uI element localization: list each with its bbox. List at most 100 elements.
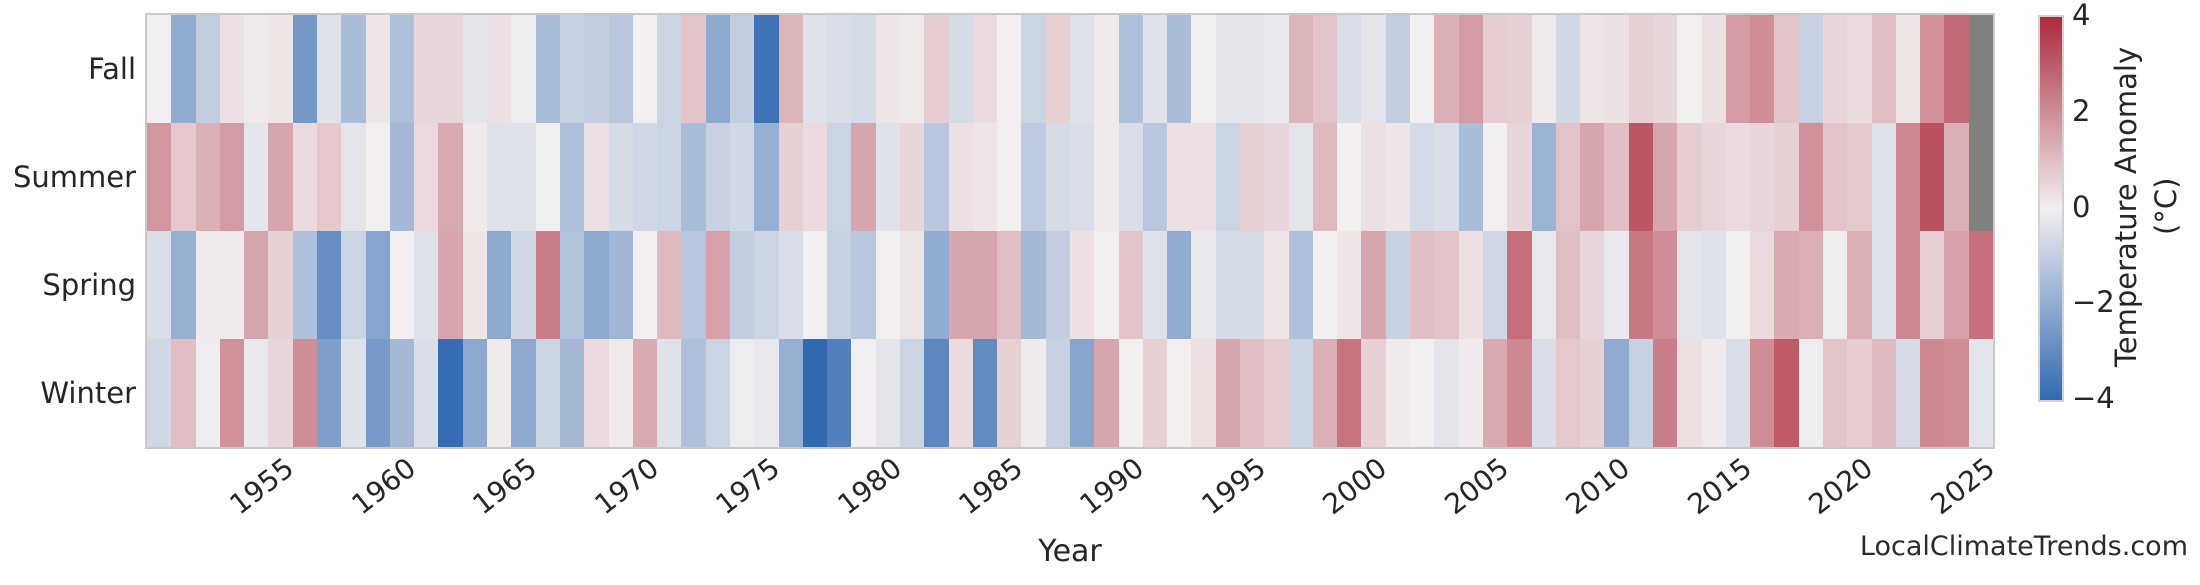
heatmap-cell (584, 231, 609, 339)
heatmap-cell (1361, 123, 1386, 231)
heatmap-cell (1531, 339, 1556, 447)
heatmap-cell (219, 123, 245, 231)
heatmap-cell (802, 231, 828, 339)
heatmap-cell (851, 123, 876, 231)
heatmap-cell (195, 231, 220, 339)
heatmap-cell (268, 231, 293, 339)
heatmap-cell (1774, 339, 1799, 447)
heatmap-cell (1337, 231, 1362, 339)
heatmap-cell (147, 231, 172, 339)
heatmap-cell (1531, 231, 1556, 339)
heatmap-cell (1604, 339, 1629, 447)
heatmap-cell (1167, 123, 1192, 231)
heatmap-cell (1434, 339, 1459, 447)
heatmap-cell (1215, 339, 1241, 447)
heatmap-cell (1240, 339, 1265, 447)
heatmap-cell (1895, 123, 1921, 231)
heatmap-cell (147, 339, 172, 447)
heatmap-cell (317, 15, 342, 123)
heatmap-cell (1482, 339, 1508, 447)
heatmap-cell (1507, 123, 1532, 231)
heatmap-cell (219, 339, 245, 447)
heatmap-cell (462, 15, 488, 123)
heatmap-cell (1555, 231, 1581, 339)
heatmap-cell (1240, 123, 1265, 231)
heatmap-cell (1628, 231, 1653, 339)
heatmap-cell (827, 231, 852, 339)
heatmap-cell (511, 15, 536, 123)
heatmap-cell (438, 123, 463, 231)
x-axis-tick-label: 2005 (1438, 451, 1515, 522)
heatmap-cell (827, 339, 852, 447)
heatmap-cell (1944, 123, 1969, 231)
heatmap-cell (972, 123, 998, 231)
heatmap-cell (511, 123, 536, 231)
heatmap-cell (1410, 15, 1435, 123)
heatmap-cell (1118, 123, 1143, 231)
x-axis-tick-label: 2015 (1681, 451, 1758, 522)
heatmap-cell (535, 231, 560, 339)
heatmap-cell (608, 231, 633, 339)
heatmap-cell (657, 15, 682, 123)
x-axis-tick-label: 2010 (1559, 451, 1637, 522)
x-axis-tick-label: 1995 (1195, 451, 1272, 522)
colorbar-tick-label: 2 (2072, 93, 2091, 128)
heatmap-cell (559, 339, 585, 447)
heatmap-cell (341, 15, 366, 123)
heatmap-cell (1628, 15, 1653, 123)
heatmap-cell (899, 15, 925, 123)
heatmap-cell (1847, 231, 1872, 339)
heatmap-cell (1312, 231, 1338, 339)
heatmap-cell (1774, 231, 1799, 339)
heatmap-cell (997, 15, 1022, 123)
heatmap-cell (1167, 339, 1192, 447)
heatmap-cell (1628, 339, 1653, 447)
heatmap-cell (657, 339, 682, 447)
heatmap-cell (1507, 339, 1532, 447)
heatmap-cell (1264, 15, 1289, 123)
heatmap-cell (1652, 15, 1678, 123)
heatmap-cell (608, 339, 633, 447)
heatmap-cell (268, 339, 293, 447)
heatmap-cell (1555, 339, 1581, 447)
heatmap-cell (851, 339, 876, 447)
heatmap-cell (997, 123, 1022, 231)
x-axis-tick-label: 1965 (466, 451, 544, 522)
heatmap-cell (1410, 231, 1435, 339)
heatmap-cell (535, 123, 560, 231)
heatmap-cell (1920, 339, 1945, 447)
heatmap-cell (1944, 15, 1969, 123)
heatmap-cell (1531, 123, 1556, 231)
x-axis-tick-label: 1970 (588, 451, 665, 522)
heatmap-cell (778, 231, 803, 339)
heatmap-cell (1191, 339, 1216, 447)
y-axis-label-spring: Spring (42, 268, 136, 302)
heatmap-cell (1264, 123, 1289, 231)
heatmap-cell (632, 231, 658, 339)
heatmap-plot-area (145, 13, 1995, 449)
heatmap-cell (462, 339, 488, 447)
heatmap-cell (827, 15, 852, 123)
heatmap-cell (1070, 231, 1095, 339)
heatmap-cell (1288, 15, 1313, 123)
heatmap-cell (511, 231, 536, 339)
heatmap-cell (1604, 15, 1629, 123)
colorbar-tick-label: −4 (2072, 381, 2115, 415)
heatmap-cell (1045, 123, 1070, 231)
heatmap-cell (1701, 15, 1726, 123)
heatmap-cell (1604, 123, 1629, 231)
heatmap-cell (1021, 231, 1046, 339)
heatmap-cell (899, 231, 925, 339)
heatmap-cell (851, 15, 876, 123)
heatmap-cell (1774, 123, 1799, 231)
heatmap-cell (1021, 339, 1046, 447)
heatmap-cell (729, 15, 755, 123)
heatmap-cell (438, 15, 463, 123)
heatmap-cell (778, 339, 803, 447)
heatmap-cell (754, 123, 779, 231)
heatmap-cell (948, 15, 973, 123)
heatmap-cell (559, 231, 585, 339)
heatmap-cell (875, 231, 900, 339)
colorbar-tick-label: 4 (2072, 0, 2091, 32)
